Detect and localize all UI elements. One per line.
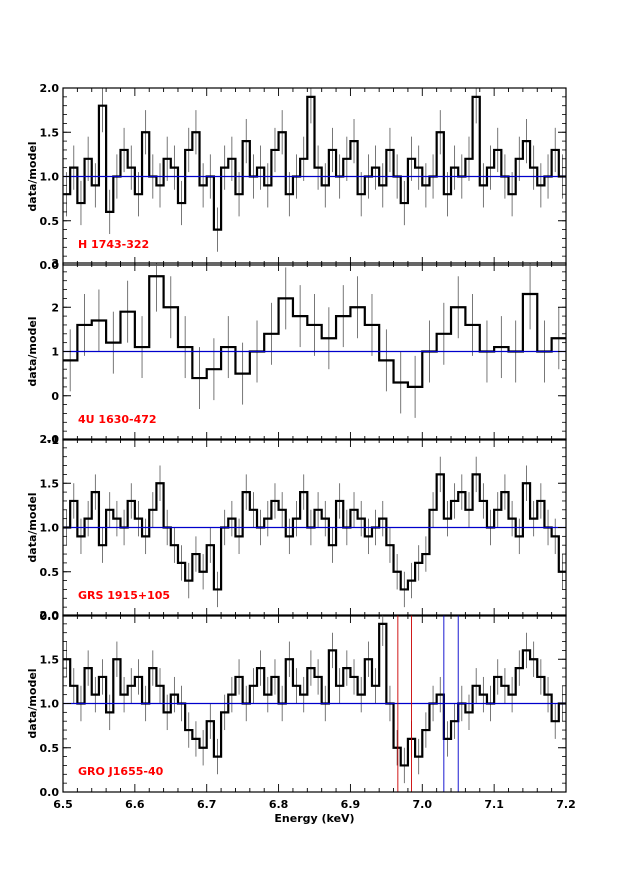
y-tick-label: 1.5 bbox=[40, 653, 60, 666]
y-tick-label: 1.0 bbox=[40, 522, 60, 535]
y-tick-label: 0.0 bbox=[40, 786, 60, 799]
panel-label: GRO J1655-40 bbox=[78, 765, 164, 778]
panel-1: 0.0 0.5 1.0 1.5 2.0 data/model H 1743-322 bbox=[26, 82, 567, 272]
y-tick-label: 0 bbox=[51, 390, 59, 403]
x-tick-label: 7.2 bbox=[556, 798, 576, 811]
y-tick-label: 2.0 bbox=[40, 609, 60, 622]
y-axis-title: data/model bbox=[26, 492, 39, 562]
x-tick-label: 7.0 bbox=[413, 798, 433, 811]
panel-label: GRS 1915+105 bbox=[78, 589, 170, 602]
x-tick-label: 6.9 bbox=[341, 798, 361, 811]
panel-4: 0.0 0.5 1.0 1.5 2.0 data/model GRO J1655-40 6.5… bbox=[26, 609, 576, 825]
y-tick-label: 0.0 bbox=[40, 610, 60, 623]
y-axis-title: data/model bbox=[26, 668, 39, 738]
panel-label: H 1743-322 bbox=[78, 238, 149, 251]
x-tick-label: 6.6 bbox=[125, 798, 145, 811]
y-tick-label: 2.0 bbox=[40, 82, 60, 95]
y-tick-label: 0.5 bbox=[40, 566, 60, 579]
panel-label: 4U 1630-472 bbox=[78, 413, 157, 426]
y-tick-label: 2 bbox=[51, 301, 59, 314]
x-tick-label: 6.5 bbox=[53, 798, 73, 811]
data-step-line bbox=[63, 473, 566, 591]
y-tick-label: 0.5 bbox=[40, 215, 60, 228]
y-tick-label: 1.0 bbox=[40, 171, 60, 184]
y-tick-label: 1.5 bbox=[40, 477, 60, 490]
x-axis-title: Energy (keV) bbox=[274, 812, 354, 825]
panel-3: 0.0 0.5 1.0 1.5 2.0 data/model GRS 1915+105 bbox=[26, 433, 567, 623]
data-step-line bbox=[63, 275, 566, 388]
y-tick-label: 0.0 bbox=[40, 259, 60, 272]
y-axis-title: data/model bbox=[26, 316, 39, 386]
y-tick-label: 0.5 bbox=[40, 742, 60, 755]
x-tick-label: 6.7 bbox=[197, 798, 217, 811]
y-tick-label: 1 bbox=[51, 346, 59, 359]
y-axis-title: data/model bbox=[26, 141, 39, 211]
x-tick-label: 7.1 bbox=[484, 798, 504, 811]
y-tick-label: 3 bbox=[51, 257, 59, 270]
y-tick-label: -1 bbox=[47, 434, 59, 447]
y-tick-label: 1.5 bbox=[40, 126, 60, 139]
panel-2: -1 0 1 2 3 data/model 4U 1630-472 bbox=[26, 257, 567, 447]
data-step-line bbox=[63, 95, 566, 231]
y-tick-label: 2.0 bbox=[40, 433, 60, 446]
y-tick-label: 1.0 bbox=[40, 698, 60, 711]
x-tick-label: 6.8 bbox=[269, 798, 289, 811]
data-step-line bbox=[63, 622, 566, 767]
